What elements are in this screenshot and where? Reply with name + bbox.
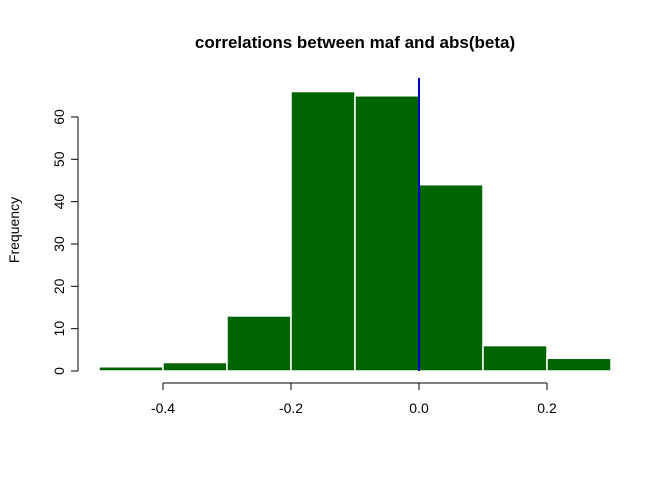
histogram-bar-2 (226, 315, 292, 372)
histogram-bar-4 (354, 95, 420, 372)
chart-title: correlations between maf and abs(beta) (195, 33, 515, 52)
y-tick-label: 20 (51, 278, 67, 294)
y-axis-label: Frequency (6, 197, 22, 263)
histogram-bar-7 (546, 357, 612, 372)
y-axis: 0 10 20 30 40 50 60 (51, 109, 79, 375)
y-tick-label: 10 (51, 321, 67, 337)
y-tick-label: 50 (51, 151, 67, 167)
x-axis: -0.4 -0.2 0.0 0.2 (151, 382, 557, 416)
y-tick-label: 30 (51, 236, 67, 252)
x-tick-label: 0.0 (409, 400, 429, 416)
x-tick-label: -0.2 (279, 400, 303, 416)
x-tick-label: 0.2 (537, 400, 557, 416)
y-tick-label: 60 (51, 109, 67, 125)
histogram-bar-6 (482, 344, 548, 372)
histogram-bar-0 (98, 366, 164, 372)
y-tick-label: 0 (51, 367, 67, 375)
x-tick-label: -0.4 (151, 400, 175, 416)
y-tick-label: 40 (51, 194, 67, 210)
histogram-bar-1 (162, 361, 228, 372)
bars-layer (98, 90, 612, 372)
histogram-bar-3 (290, 90, 356, 372)
histogram-bar-5 (418, 183, 484, 372)
